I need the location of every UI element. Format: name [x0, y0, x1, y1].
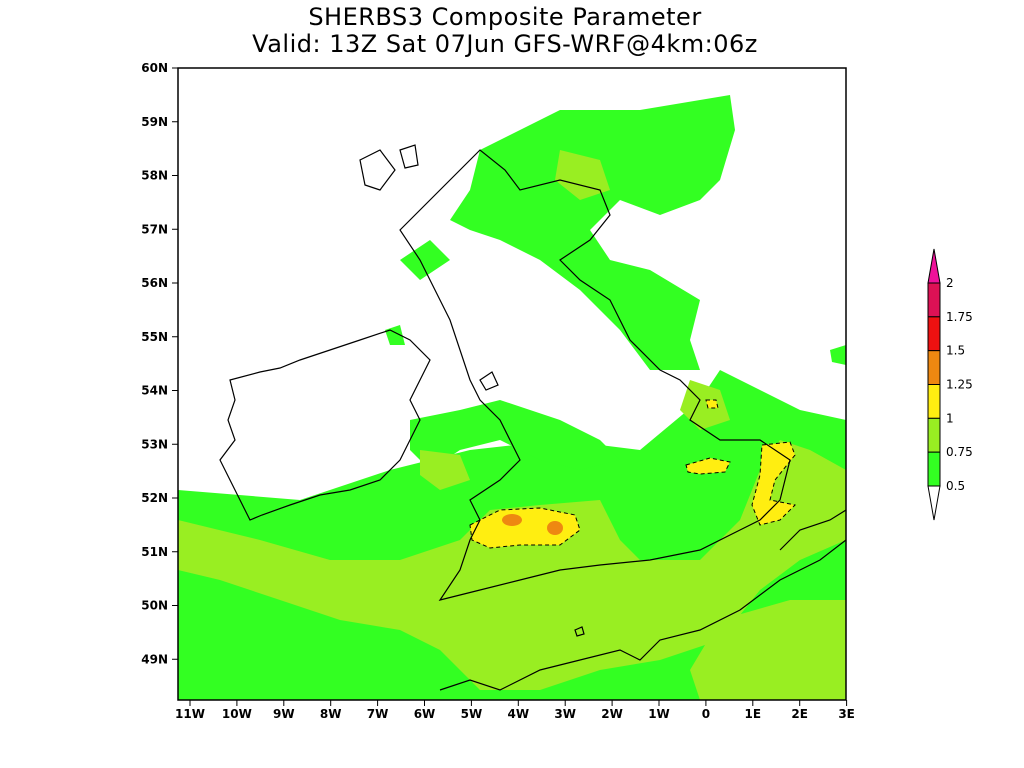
- legend-level-label: 0.75: [946, 445, 973, 459]
- lat-tick-label: 49N: [141, 652, 168, 666]
- lat-tick-label: 56N: [141, 276, 168, 290]
- legend-band: [927, 316, 941, 352]
- legend-level-label: 1.5: [946, 344, 965, 358]
- legend-above-triangle: [927, 248, 941, 284]
- lon-tick-label: 8W: [320, 707, 342, 721]
- lon-tick-label: 2E: [791, 707, 808, 721]
- legend-level-label: 1.25: [946, 378, 973, 392]
- legend-level-label: 2: [946, 276, 954, 290]
- legend-band: [927, 282, 941, 318]
- legend-level-label: 1.75: [946, 310, 973, 324]
- legend-level-label: 1: [946, 411, 954, 425]
- lon-tick-label: 3W: [554, 707, 576, 721]
- legend-band: [927, 417, 941, 453]
- lat-tick-label: 53N: [141, 437, 168, 451]
- lon-axis: 11W 10W 9W 8W 7W 6W 5W 4W 3W 2W 1W 0 1E 2E 3E: [175, 700, 855, 721]
- lon-tick-label: 2W: [601, 707, 623, 721]
- lat-tick-label: 58N: [141, 169, 168, 183]
- lon-tick-label: 3E: [838, 707, 855, 721]
- coastlines: [219, 144, 846, 691]
- field-0.75-1: [178, 150, 846, 700]
- lat-tick-label: 51N: [141, 545, 168, 559]
- chart-subtitle: Valid: 13Z Sat 07Jun GFS-WRF@4km:06z: [252, 30, 758, 58]
- lon-tick-label: 11W: [175, 707, 205, 721]
- lon-tick-label: 5W: [461, 707, 483, 721]
- field-1.25-1.5: [502, 514, 563, 535]
- legend-band: [927, 451, 941, 487]
- lon-tick-label: 0: [702, 707, 710, 721]
- lon-tick-label: 7W: [367, 707, 389, 721]
- legend-band: [927, 350, 941, 385]
- lat-axis: 60N 59N 58N 57N 56N 55N 54N 53N 52N 51N 50N 49N: [141, 61, 178, 666]
- legend-level-label: 0.5: [946, 479, 965, 493]
- map-field: [178, 68, 846, 700]
- lon-tick-label: 1W: [648, 707, 670, 721]
- lon-tick-label: 10W: [222, 707, 252, 721]
- lat-tick-label: 57N: [141, 222, 168, 236]
- field-1-1.25: [469, 399, 797, 549]
- chart-title: SHERBS3 Composite Parameter: [308, 3, 702, 31]
- legend-below-triangle: [927, 485, 941, 521]
- lat-tick-label: 55N: [141, 330, 168, 344]
- lat-tick-label: 59N: [141, 115, 168, 129]
- legend-band: [927, 384, 941, 419]
- map-frame: [177, 67, 847, 701]
- lon-tick-label: 4W: [508, 707, 530, 721]
- lon-tick-label: 6W: [414, 707, 436, 721]
- lat-tick-label: 52N: [141, 491, 168, 505]
- lat-tick-label: 50N: [141, 599, 168, 613]
- colorbar-legend: 2 1.75 1.5 1.25 1 0.75 0.5: [927, 248, 973, 521]
- lat-tick-label: 54N: [141, 384, 168, 398]
- lon-tick-label: 1E: [745, 707, 762, 721]
- lon-tick-label: 9W: [273, 707, 295, 721]
- lat-tick-label: 60N: [141, 61, 168, 75]
